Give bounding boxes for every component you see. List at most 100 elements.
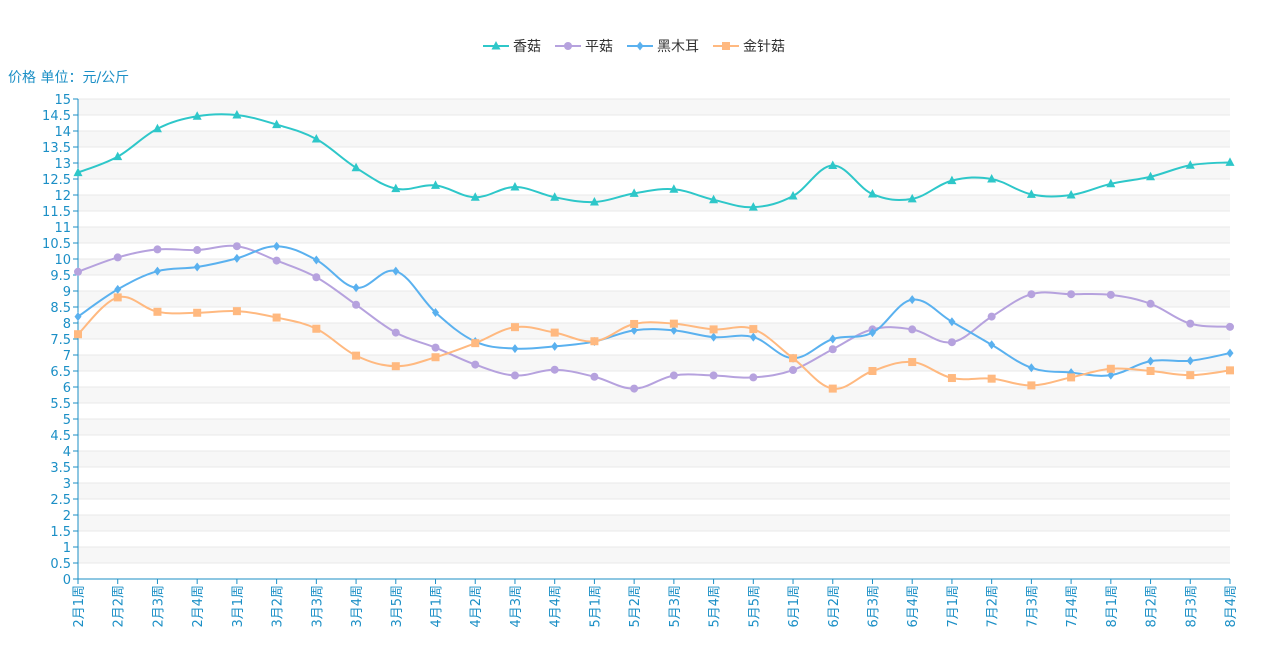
data-point[interactable] [113, 293, 122, 302]
data-point[interactable] [471, 339, 480, 348]
data-point[interactable] [550, 328, 559, 337]
data-point[interactable] [828, 345, 837, 354]
data-point[interactable] [1027, 363, 1035, 373]
data-point[interactable] [1027, 381, 1036, 390]
data-point[interactable] [1106, 178, 1116, 188]
data-point[interactable] [669, 184, 679, 193]
data-point[interactable] [709, 371, 718, 380]
data-point[interactable] [987, 312, 996, 321]
data-point[interactable] [153, 266, 161, 276]
data-point[interactable] [1225, 157, 1235, 166]
data-point[interactable] [908, 358, 917, 367]
data-point[interactable] [114, 284, 122, 294]
data-point[interactable] [153, 307, 162, 316]
data-point[interactable] [709, 194, 719, 204]
data-point[interactable] [273, 241, 281, 251]
data-point[interactable] [908, 325, 917, 334]
legend-item[interactable]: 香菇 [483, 39, 541, 55]
data-point[interactable] [590, 337, 599, 346]
data-point[interactable] [670, 325, 678, 335]
data-point[interactable] [431, 353, 440, 362]
data-point[interactable] [1107, 370, 1115, 380]
data-point[interactable] [1185, 160, 1195, 169]
data-point[interactable] [312, 273, 321, 282]
data-point[interactable] [829, 334, 837, 344]
data-point[interactable] [749, 325, 758, 334]
data-point[interactable] [113, 151, 123, 161]
data-point[interactable] [550, 365, 559, 374]
data-point[interactable] [352, 283, 360, 293]
data-point[interactable] [1226, 322, 1234, 331]
data-point[interactable] [947, 374, 956, 383]
data-point[interactable] [352, 300, 361, 309]
data-point[interactable] [74, 330, 82, 339]
data-point[interactable] [193, 262, 201, 272]
data-point[interactable] [232, 110, 242, 119]
data-point[interactable] [352, 351, 361, 360]
data-point[interactable] [391, 183, 401, 193]
data-point[interactable] [74, 267, 82, 276]
data-point[interactable] [232, 307, 241, 316]
data-point[interactable] [432, 307, 440, 317]
data-point[interactable] [1106, 364, 1115, 373]
data-point[interactable] [233, 253, 241, 263]
data-point[interactable] [113, 253, 122, 262]
data-point[interactable] [431, 343, 440, 352]
legend-item[interactable]: 黑木耳 [627, 39, 699, 55]
data-point[interactable] [907, 193, 917, 203]
data-point[interactable] [392, 266, 400, 276]
data-point[interactable] [749, 373, 758, 382]
data-point[interactable] [1186, 371, 1195, 380]
data-point[interactable] [550, 192, 560, 201]
data-point[interactable] [1226, 366, 1234, 375]
legend-item[interactable]: 平菇 [555, 39, 613, 55]
legend-item[interactable]: 金针菇 [713, 39, 785, 55]
data-point[interactable] [947, 175, 957, 185]
data-point[interactable] [351, 162, 361, 172]
data-point[interactable] [590, 372, 599, 381]
data-point[interactable] [1066, 190, 1076, 199]
data-point[interactable] [988, 340, 996, 350]
data-point[interactable] [152, 123, 162, 133]
data-point[interactable] [868, 367, 877, 375]
data-point[interactable] [470, 192, 480, 201]
data-point[interactable] [669, 319, 678, 328]
data-point[interactable] [510, 182, 520, 191]
data-point[interactable] [1186, 319, 1195, 328]
data-point[interactable] [391, 362, 400, 371]
data-point[interactable] [748, 202, 758, 211]
data-point[interactable] [749, 332, 757, 342]
data-point[interactable] [1067, 290, 1076, 299]
data-point[interactable] [192, 111, 202, 120]
data-point[interactable] [1226, 348, 1234, 358]
data-point[interactable] [868, 328, 876, 338]
data-point[interactable] [669, 371, 678, 380]
data-point[interactable] [908, 295, 916, 305]
data-point[interactable] [709, 325, 718, 334]
data-point[interactable] [153, 245, 162, 254]
data-point[interactable] [630, 319, 639, 328]
data-point[interactable] [630, 384, 639, 393]
data-point[interactable] [272, 119, 282, 129]
data-point[interactable] [828, 160, 838, 170]
data-point[interactable] [272, 313, 281, 322]
data-point[interactable] [1186, 356, 1194, 366]
data-point[interactable] [74, 312, 82, 322]
data-point[interactable] [948, 317, 956, 327]
data-point[interactable] [789, 366, 798, 375]
data-point[interactable] [511, 344, 519, 354]
data-point[interactable] [828, 384, 837, 393]
data-point[interactable] [710, 332, 718, 342]
data-point[interactable] [1067, 373, 1076, 382]
data-point[interactable] [551, 341, 559, 351]
data-point[interactable] [1146, 367, 1155, 375]
data-point[interactable] [471, 360, 480, 369]
data-point[interactable] [1146, 171, 1156, 181]
data-point[interactable] [510, 371, 519, 380]
data-point[interactable] [311, 134, 321, 143]
data-point[interactable] [1027, 290, 1036, 299]
data-point[interactable] [431, 180, 441, 189]
data-point[interactable] [272, 256, 281, 265]
data-point[interactable] [947, 338, 956, 347]
data-point[interactable] [1106, 290, 1115, 299]
